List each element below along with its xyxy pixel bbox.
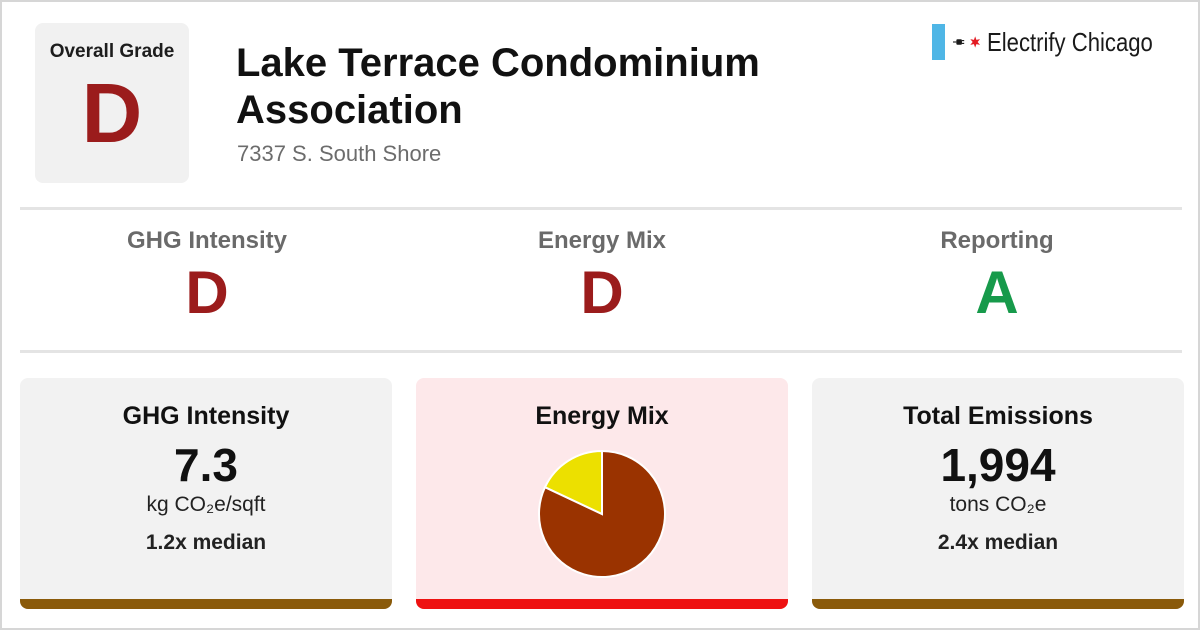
subgrade-letter: D <box>580 259 624 326</box>
total-emissions-value: 1,994 <box>940 439 1056 491</box>
divider <box>20 207 1182 210</box>
divider <box>20 350 1182 353</box>
ghg-intensity-value: 7.3 <box>174 439 238 491</box>
ghg-intensity-card: GHG Intensity 7.3 kg CO₂e/sqft 1.2x medi… <box>20 378 392 609</box>
subgrade-ghg: GHG Intensity D <box>57 227 357 323</box>
card-accent-bar <box>416 599 788 609</box>
total-emissions-unit: tons CO₂e <box>949 493 1047 516</box>
star-icon <box>969 36 980 48</box>
subgrade-label: Energy Mix <box>537 227 667 254</box>
overall-grade-label: Overall Grade <box>49 41 175 62</box>
subgrade-energy-mix: Energy Mix D <box>452 227 752 323</box>
subgrade-reporting: Reporting A <box>847 227 1147 323</box>
chicago-flag-icon <box>932 24 946 60</box>
subgrade-label: GHG Intensity <box>126 227 288 254</box>
overall-grade-box: Overall Grade D <box>35 23 189 183</box>
ghg-intensity-unit: kg CO₂e/sqft <box>146 493 266 516</box>
plug-icon <box>953 39 965 45</box>
card-accent-bar <box>812 599 1184 609</box>
building-address: 7337 S. South Shore <box>237 141 442 166</box>
subgrades-row: GHG Intensity D Energy Mix D Reporting A <box>2 227 1198 337</box>
total-emissions-card: Total Emissions 1,994 tons CO₂e 2.4x med… <box>812 378 1184 609</box>
pie-slice-1 <box>543 449 603 516</box>
card-title: GHG Intensity <box>122 402 290 430</box>
subgrade-label: Reporting <box>940 227 1054 254</box>
energy-mix-pie-chart <box>538 449 666 578</box>
brand-name: Electrify Chicago <box>986 26 1153 57</box>
subgrade-letter: D <box>185 259 229 326</box>
card-title: Total Emissions <box>903 402 1093 430</box>
subgrade-letter: A <box>975 259 1019 326</box>
card-accent-bar <box>20 599 392 609</box>
brand-logo[interactable]: Electrify Chicago <box>932 24 1182 60</box>
ghg-intensity-median: 1.2x median <box>145 531 267 554</box>
building-title: Lake Terrace Condominium Association <box>236 41 760 132</box>
energy-mix-card: Energy Mix <box>416 378 788 609</box>
card-title: Energy Mix <box>535 402 669 430</box>
total-emissions-median: 2.4x median <box>937 531 1059 554</box>
overall-grade-letter: D <box>81 66 143 160</box>
